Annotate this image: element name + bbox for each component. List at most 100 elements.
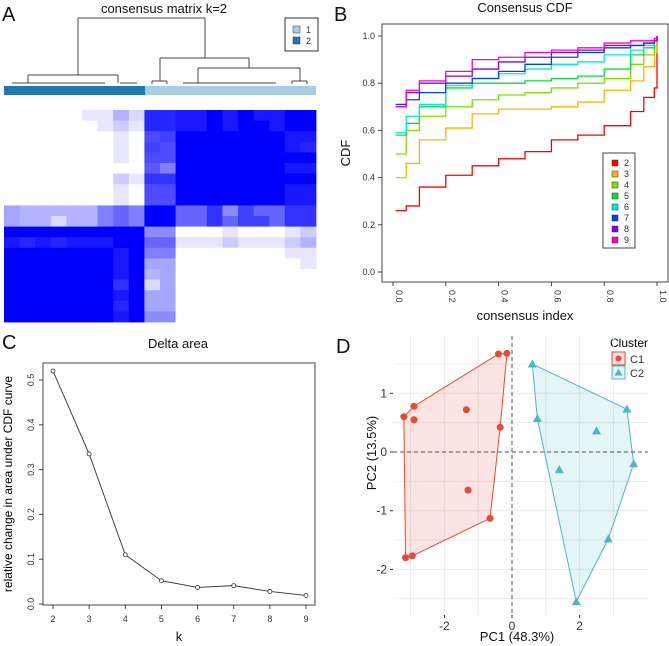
heatmap-cell — [128, 226, 145, 238]
heatmap-cell — [238, 269, 254, 280]
legend-swatch-9 — [611, 236, 619, 244]
heatmap-cell — [35, 247, 52, 259]
heatmap-cell — [284, 173, 301, 185]
heatmap-cell — [253, 141, 270, 153]
point-C2 — [527, 359, 537, 368]
heatmap-cell — [82, 205, 98, 217]
heatmap-cell — [82, 258, 98, 270]
legend-swatch-3 — [611, 170, 619, 178]
heatmap-cell — [35, 205, 52, 217]
delta-ylabel: relative change in area under CDF curve — [1, 376, 15, 592]
heatmap-cell — [206, 152, 223, 164]
heatmap-cell — [19, 311, 36, 323]
heatmap-cell — [160, 141, 176, 153]
y-tick-label: 0.2 — [362, 220, 375, 230]
legend-marker-C1 — [615, 355, 622, 362]
heatmap-cell — [144, 258, 161, 270]
heatmap-cell — [35, 141, 52, 153]
heatmap-cell — [144, 110, 161, 121]
heatmap-cell — [222, 290, 239, 302]
heatmap-cell — [4, 300, 20, 312]
heatmap-cell — [19, 279, 36, 291]
heatmap-cell — [238, 110, 254, 121]
cdf-line-k7 — [395, 36, 658, 106]
x-tick-label: -2 — [439, 619, 450, 633]
heatmap-cell — [269, 120, 286, 132]
heatmap-cell — [222, 311, 239, 323]
heatmap-cell — [300, 110, 317, 121]
heatmap-cell — [206, 269, 223, 280]
heatmap-cell — [144, 173, 161, 185]
heatmap-cell — [253, 290, 270, 302]
heatmap-cell — [222, 216, 239, 227]
delta-point — [267, 589, 273, 594]
heatmap-cell — [82, 131, 98, 143]
heatmap-cell — [35, 237, 52, 249]
heatmap-cell — [66, 300, 83, 312]
heatmap-cell — [66, 141, 83, 153]
y-tick-label: 0.4 — [26, 419, 36, 432]
heatmap-cell — [66, 290, 83, 302]
heatmap-cell — [97, 120, 114, 132]
heatmap-cell — [4, 131, 20, 143]
heatmap-cell — [19, 163, 36, 174]
x-tick-label: 2 — [50, 614, 55, 624]
heatmap-cell — [175, 300, 192, 312]
heatmap-cell — [19, 216, 36, 227]
heatmap-cell — [97, 247, 114, 259]
heatmap-cell — [238, 205, 254, 217]
heatmap-cell — [113, 216, 130, 227]
heatmap-cell — [222, 247, 239, 259]
heatmap-cell — [128, 110, 145, 121]
heatmap-cell — [128, 269, 145, 280]
heatmap-cell — [160, 258, 176, 270]
delta-point — [195, 585, 200, 590]
heatmap-cell — [238, 131, 254, 143]
heatmap-cell — [206, 194, 223, 206]
heatmap-cell — [238, 237, 254, 249]
heatmap-cell — [97, 194, 114, 206]
heatmap-cell — [206, 205, 223, 217]
heatmap-cell — [50, 300, 67, 312]
legend-swatch-2 — [292, 36, 301, 45]
heatmap-cell — [191, 226, 208, 238]
heatmap-cell — [160, 163, 176, 174]
heatmap-cell — [113, 226, 130, 238]
heatmap-cell — [284, 131, 301, 143]
legend-label-C1: C1 — [630, 354, 644, 366]
heatmap-cell — [222, 194, 239, 206]
heatmap-cell — [300, 279, 317, 291]
heatmap-cell — [113, 258, 130, 270]
panel-label-c: C — [2, 332, 16, 354]
heatmap-cell — [269, 237, 286, 249]
heatmap-cell — [175, 131, 192, 143]
heatmap-cell — [144, 269, 161, 280]
pca-panel: 1 0 -1 -2 -2 0 2 C1 C2 — [376, 336, 648, 633]
cdf-line-k6 — [395, 36, 658, 134]
heatmap-cell — [113, 300, 130, 312]
heatmap-cell — [253, 120, 270, 132]
heatmap-cell — [191, 205, 208, 217]
heatmap-cell — [253, 258, 270, 270]
heatmap-cell — [206, 237, 223, 249]
heatmap-cell — [4, 290, 20, 302]
x-tick-label: 0.4 — [500, 290, 510, 303]
heatmap-cell — [191, 269, 208, 280]
point-C1 — [410, 402, 418, 410]
heatmap-cell — [50, 226, 67, 238]
heatmap-cell — [160, 173, 176, 185]
heatmap-cell — [191, 194, 208, 206]
heatmap-cell — [50, 110, 67, 121]
heatmap-cell — [160, 237, 176, 249]
heatmap-cell — [19, 226, 36, 238]
heatmap-cell — [50, 205, 67, 217]
heatmap-cell — [269, 152, 286, 164]
heatmap-cell — [269, 163, 286, 174]
point-C1 — [400, 413, 408, 421]
point-C1 — [462, 406, 470, 414]
heatmap-cell — [50, 184, 67, 196]
heatmap-cell — [253, 279, 270, 291]
heatmap-cell — [4, 226, 20, 238]
legend-label-7: 7 — [624, 213, 629, 223]
heatmap-cell — [238, 300, 254, 312]
